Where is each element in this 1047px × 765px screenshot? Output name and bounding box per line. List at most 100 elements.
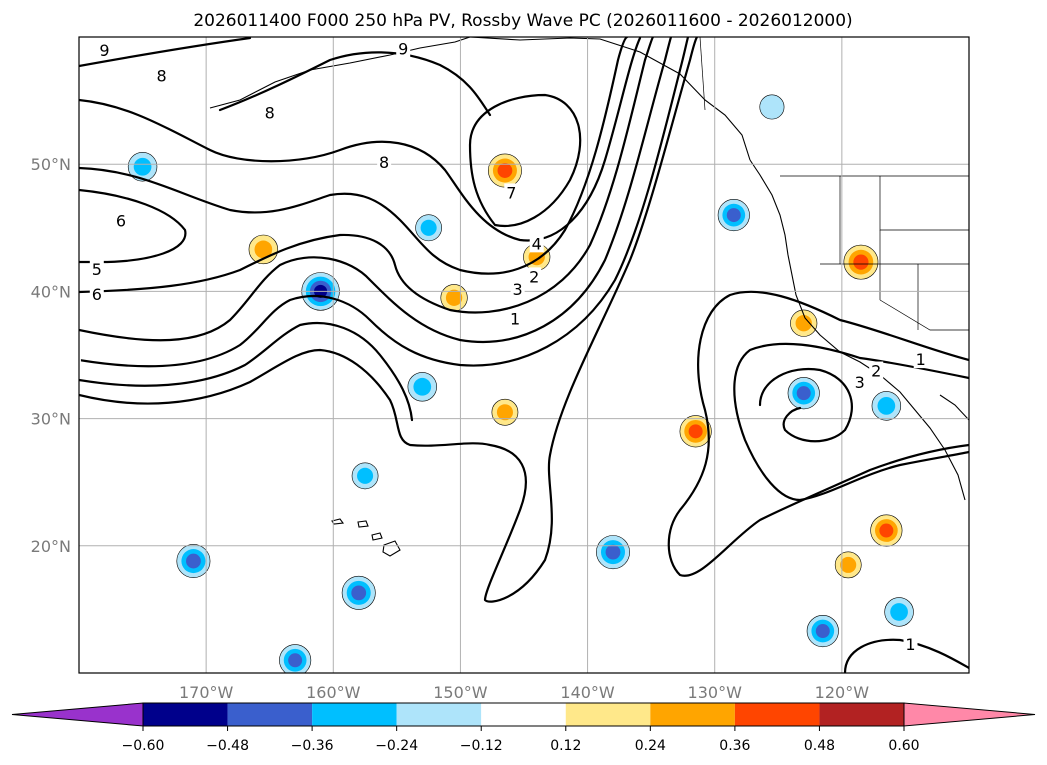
pv-anomaly-24 — [834, 551, 862, 579]
pv-anomaly-11 — [806, 614, 839, 648]
colorbar-tick-labels: −0.60 −0.48 −0.36 −0.24 −0.12 0.12 0.24 0.36 0.4… — [122, 726, 920, 754]
contour-label-bg — [903, 635, 918, 654]
border-alaska-canada — [699, 37, 706, 111]
colorbar-tick-label: 0.12 — [550, 738, 581, 754]
contour-label-bg — [527, 267, 542, 286]
colorbar-extend-min — [11, 702, 144, 727]
pv-anomaly-14 — [759, 94, 785, 120]
contour-label-bg — [89, 259, 104, 278]
contour-label: 8 — [265, 103, 275, 122]
contour-label: 5 — [69, 351, 79, 370]
colorbar-segment — [143, 703, 228, 726]
longitude-tick-labels: 170°W 160°W 150°W 140°W 130°W 120°W — [179, 683, 869, 702]
contour-label: 8 — [157, 66, 167, 85]
contour-label: 9 — [398, 40, 408, 59]
pv-anomaly-level — [795, 315, 812, 332]
pv-anomaly-level — [186, 553, 201, 569]
lat-tick-label: 50°N — [31, 155, 71, 174]
contour-label: 7 — [506, 183, 516, 202]
pv-anomaly-3 — [415, 214, 443, 242]
pv-anomaly-level — [133, 157, 152, 176]
pv-anomaly-10 — [279, 644, 312, 673]
contour-label-bg — [89, 285, 104, 304]
coastline-hawaii-2 — [357, 520, 369, 528]
lat-tick-label: 20°N — [31, 537, 71, 556]
contour-line-5-west — [79, 188, 187, 264]
pv-anomaly-level — [605, 544, 621, 560]
pv-anomaly-8 — [341, 575, 376, 610]
contour-line-6 — [79, 37, 629, 275]
contour-label: 8 — [379, 153, 389, 172]
coastline-bc-washington — [749, 159, 789, 256]
pv-anomaly-7 — [596, 535, 630, 570]
colorbar-segment — [565, 703, 651, 726]
contour-label: 1 — [916, 350, 926, 369]
pv-anomaly-level — [288, 653, 303, 668]
contour-label-bg — [504, 183, 519, 202]
colorbar-tick-label: −0.12 — [460, 738, 503, 754]
pv-anomaly-17 — [843, 244, 879, 280]
coastline-baja-gulf — [939, 394, 969, 421]
contour-label: 2 — [529, 267, 539, 286]
graticule — [79, 37, 969, 673]
colorbar-tick-label: 0.24 — [635, 738, 666, 754]
colorbar-extend-max — [903, 702, 1036, 727]
contour-label-bg — [913, 350, 928, 369]
contour-line-8-loop — [468, 93, 582, 227]
pv-anomaly-6 — [871, 391, 902, 421]
pv-anomaly-4 — [717, 199, 750, 232]
pv-anomaly-level — [357, 467, 374, 484]
lon-tick-label: 130°W — [688, 683, 743, 702]
colorbar-segment — [227, 703, 313, 726]
pv-anomaly-level — [726, 208, 741, 223]
pv-anomaly-level — [420, 219, 437, 236]
contour-label-bg — [508, 309, 523, 328]
chart-title: 2026011400 F000 250 hPa PV, Rossby Wave … — [193, 11, 852, 31]
contour-label: 6 — [116, 211, 126, 230]
lon-tick-label: 140°W — [560, 683, 615, 702]
colorbar-tick-label: −0.48 — [206, 738, 249, 754]
lon-tick-label: 150°W — [433, 683, 488, 702]
colorbar-segment — [650, 703, 735, 726]
pv-anomaly-13 — [351, 462, 379, 490]
pv-anomaly-level — [759, 94, 785, 120]
pv-anomaly-level — [688, 424, 703, 439]
pv-anomaly-shading — [127, 94, 914, 673]
lon-tick-label: 160°W — [306, 683, 361, 702]
contour-label: 1 — [905, 635, 915, 654]
pv-anomaly-19 — [870, 514, 903, 547]
contour-line-2-east — [733, 342, 969, 502]
contour-line-7 — [79, 37, 642, 242]
colorbar-tick-label: −0.36 — [291, 738, 334, 754]
pv-anomaly-12 — [884, 597, 914, 627]
contour-line-5 — [79, 37, 655, 314]
contour-label-bg — [154, 66, 169, 85]
colorbar-segment — [312, 703, 397, 726]
pv-anomaly-9 — [176, 544, 211, 579]
contour-label-bg — [852, 372, 867, 391]
contour-line-1-south — [843, 638, 969, 673]
pv-anomaly-22 — [790, 309, 818, 337]
contour-label-bg — [869, 361, 884, 380]
contour-label: 6 — [92, 285, 102, 304]
pv-contours — [79, 37, 969, 673]
border-state-1 — [879, 176, 969, 231]
contour-label: 3 — [855, 373, 865, 392]
colorbar — [11, 702, 1036, 727]
contour-label: 1 — [510, 309, 520, 328]
pv-anomaly-18 — [679, 415, 712, 448]
colorbar-segment — [481, 703, 566, 726]
contour-label-bg — [97, 40, 112, 59]
contour-label-bg — [79, 351, 81, 370]
pv-anomaly-16 — [248, 234, 279, 265]
colorbar-frame — [142, 702, 905, 727]
colorbar-tick-label: −0.24 — [375, 738, 418, 754]
pv-anomaly-2 — [407, 372, 437, 402]
contour-label-bg — [529, 234, 544, 253]
coastline-hawaii-big — [382, 540, 401, 557]
colorbar-tick-label: −0.60 — [122, 738, 165, 754]
contour-line-9 — [79, 37, 252, 68]
pv-anomaly-level — [413, 377, 432, 396]
